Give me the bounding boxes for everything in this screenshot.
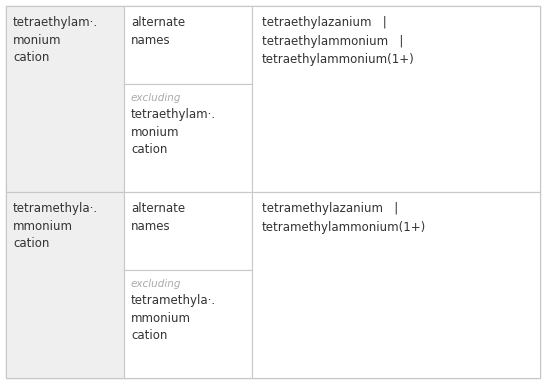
Bar [252, 192, 540, 378]
Bar [252, 6, 540, 192]
Text: tetraethylam·.
monium
cation: tetraethylam·. monium cation [131, 108, 216, 156]
Bar [124, 6, 252, 84]
Bar [6, 6, 124, 192]
Bar [6, 192, 124, 378]
Text: tetramethyla·.
mmonium
cation: tetramethyla·. mmonium cation [131, 294, 216, 342]
Text: tetramethyla·.
mmonium
cation: tetramethyla·. mmonium cation [13, 202, 98, 250]
Text: excluding: excluding [131, 93, 181, 103]
Text: alternate
names: alternate names [131, 16, 185, 46]
Text: tetraethylam·.
monium
cation: tetraethylam·. monium cation [13, 16, 98, 64]
Bar [124, 192, 252, 270]
Text: excluding: excluding [131, 279, 181, 289]
Bar [124, 270, 252, 378]
Bar [124, 84, 252, 192]
Text: tetraethylazanium   |
tetraethylammonium   |
tetraethylammonium(1+): tetraethylazanium | tetraethylammonium |… [262, 16, 415, 66]
Text: tetramethylazanium   |
tetramethylammonium(1+): tetramethylazanium | tetramethylammonium… [262, 202, 426, 233]
Text: alternate
names: alternate names [131, 202, 185, 232]
